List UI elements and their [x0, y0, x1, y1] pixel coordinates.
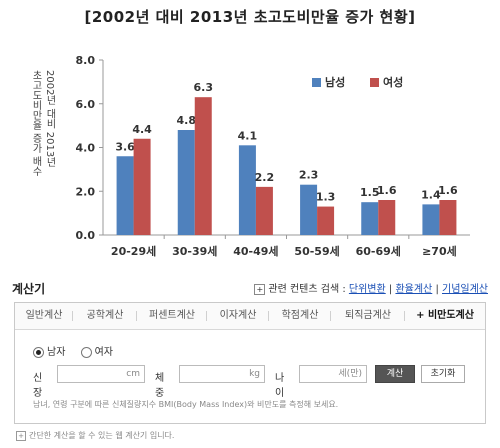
bar-male	[238, 145, 256, 235]
legend-swatch-male	[312, 78, 321, 87]
footnote-text: 간단한 계산을 할 수 있는 웹 계산기 입니다.	[29, 431, 175, 440]
link-unit-conversion[interactable]: 단위변환	[348, 284, 386, 295]
legend-label-male: 남성	[325, 75, 345, 89]
data-label: 4.4	[132, 123, 152, 136]
age-input[interactable]: 세(만)	[299, 365, 367, 383]
data-label: 4.8	[177, 114, 197, 127]
x-tick-label: 50-59세	[294, 244, 339, 258]
radio-checked-icon	[33, 346, 44, 358]
legend-swatch-female	[370, 78, 379, 87]
data-label: 4.1	[238, 129, 258, 142]
bar-male	[177, 130, 195, 235]
radio-male[interactable]: 남자	[33, 343, 65, 358]
plus-icon: +	[16, 430, 26, 441]
calculator-description: 남녀, 연령 구분에 따른 신체질량지수 BMI(Body Mass Index…	[33, 400, 339, 409]
tab-general[interactable]: 일반계산	[15, 303, 73, 329]
calculate-button[interactable]: 계산	[375, 365, 415, 383]
gender-selector: 남자 여자	[33, 343, 125, 358]
data-label: 1.4	[421, 188, 441, 201]
footnote: + 간단한 계산을 할 수 있는 웹 계산기 입니다.	[16, 430, 174, 441]
radio-unchecked-icon	[80, 346, 92, 358]
x-tick-label: 40-49세	[233, 244, 278, 258]
data-label: 1.6	[438, 184, 458, 197]
bar-male	[422, 204, 440, 235]
radio-female-label: 여자	[94, 347, 113, 358]
x-tick-label: 20-29세	[111, 244, 156, 258]
calculator-title: 계산기	[12, 282, 46, 296]
bar-male	[361, 202, 379, 235]
y-axis-label: 2002년 대비 2013년 초고도비만율 증가 배수	[10, 70, 56, 220]
x-tick-label: ≥70세	[422, 244, 457, 258]
bar-female	[255, 186, 273, 235]
bar-female	[439, 200, 457, 235]
data-label: 1.6	[377, 184, 397, 197]
related-label: 관련 컨텐츠 검색 :	[268, 284, 346, 295]
radio-female[interactable]: 여자	[80, 343, 113, 358]
y-axis-label-line-1: 2002년 대비 2013년	[44, 70, 55, 168]
y-axis-label-line-2: 초고도비만율 증가 배수	[30, 70, 41, 177]
bar-female	[133, 138, 151, 235]
weight-input[interactable]: kg	[179, 365, 265, 383]
y-tick-label: 0.0	[76, 229, 96, 242]
height-input[interactable]: cm	[57, 365, 145, 383]
data-label: 3.6	[115, 140, 135, 153]
tab-interest[interactable]: 이자계산	[207, 303, 269, 329]
tab-active-marker: +	[416, 310, 425, 321]
calculator-panel: 일반계산 공학계산 퍼센트계산 이자계산 학점계산 퇴직금계산 + 비만도계산 …	[14, 302, 486, 424]
data-label: 1.3	[316, 191, 336, 204]
radio-male-label: 남자	[47, 347, 66, 358]
bar-female	[378, 200, 396, 235]
bar-chart: 0.0 2.0 4.0 6.0 8.0 3.6 4.4 20-29세 4.8 6.3 30-39세 4…	[76, 54, 470, 258]
chart-title: [2002년 대비 2013년 초고도비만율 증가 현황]	[84, 8, 416, 26]
y-tick-label: 2.0	[76, 185, 96, 198]
bar-male	[300, 184, 318, 235]
x-tick-label: 30-39세	[172, 244, 217, 258]
plus-icon: +	[254, 283, 266, 295]
weight-label: 체중	[155, 373, 165, 399]
tab-obesity[interactable]: + 비만도계산	[405, 303, 485, 329]
height-label: 신장	[33, 373, 43, 399]
tab-obesity-label: 비만도계산	[427, 310, 474, 321]
x-tick-label: 60-69세	[356, 244, 401, 258]
legend-label-female: 여성	[383, 75, 403, 89]
y-tick-label: 8.0	[76, 54, 96, 67]
related-content: + 관련 컨텐츠 검색 : 단위변환 | 환율계산 | 기념일계산	[254, 280, 488, 295]
y-tick-label: 4.0	[76, 142, 96, 155]
calculator-header: 계산기 + 관련 컨텐츠 검색 : 단위변환 | 환율계산 | 기념일계산	[12, 278, 488, 298]
calculator-tabs: 일반계산 공학계산 퍼센트계산 이자계산 학점계산 퇴직금계산 + 비만도계산	[15, 303, 485, 330]
tab-scientific[interactable]: 공학계산	[73, 303, 137, 329]
y-tick-label: 6.0	[76, 98, 96, 111]
data-label: 6.3	[194, 81, 214, 94]
tab-severance[interactable]: 퇴직금계산	[331, 303, 405, 329]
tab-percent[interactable]: 퍼센트계산	[137, 303, 207, 329]
data-label: 1.5	[360, 186, 380, 199]
bar-female	[317, 206, 335, 235]
reset-button[interactable]: 초기화	[421, 365, 465, 383]
data-label: 2.2	[255, 171, 275, 184]
bar-female	[194, 97, 212, 235]
tab-grade[interactable]: 학점계산	[269, 303, 331, 329]
link-anniversary[interactable]: 기념일계산	[442, 284, 488, 295]
bar-male	[116, 156, 134, 235]
age-label: 나이	[275, 373, 285, 399]
data-label: 2.3	[299, 169, 319, 182]
link-currency[interactable]: 환율계산	[395, 284, 433, 295]
